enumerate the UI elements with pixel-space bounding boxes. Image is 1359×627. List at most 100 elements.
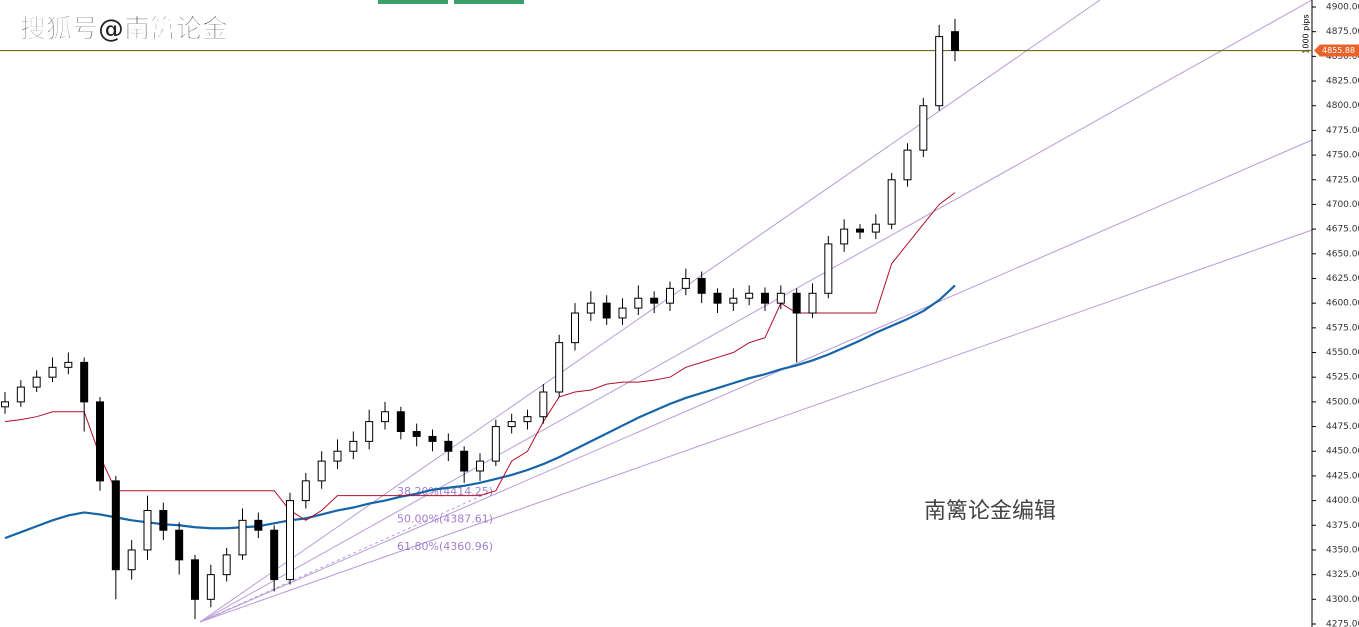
- y-tick-label: 4525.00: [1326, 373, 1359, 383]
- y-tick-label: 4400.00: [1326, 496, 1359, 506]
- y-tick-label: 4550.00: [1326, 348, 1359, 358]
- candle-body: [951, 31, 959, 52]
- last-price-tag: [1314, 44, 1359, 57]
- candle-body: [80, 361, 89, 403]
- y-tick-label: 4425.00: [1326, 471, 1359, 481]
- y-tick-label: 4275.00: [1326, 620, 1359, 627]
- fib-label: 50.00%(4387.61): [397, 513, 493, 526]
- candle-body: [460, 450, 469, 472]
- candle-body: [634, 297, 643, 309]
- candle-body: [571, 312, 579, 344]
- candle-body: [381, 411, 389, 423]
- candle-body: [1, 401, 9, 408]
- candle-body: [238, 519, 247, 556]
- last-price-label: 4855.88: [1322, 46, 1355, 55]
- candle-body: [491, 426, 500, 462]
- range-label: 1000 pips: [1302, 14, 1311, 53]
- candle-body: [650, 297, 659, 304]
- candle-body: [222, 554, 231, 576]
- y-tick-label: 4300.00: [1326, 595, 1359, 605]
- y-tick-label: 4450.00: [1326, 447, 1359, 457]
- candle-body: [301, 480, 310, 502]
- candle-body: [935, 36, 944, 107]
- candle-body: [476, 460, 484, 472]
- candle-body: [586, 302, 595, 314]
- y-tick-label: 4675.00: [1326, 225, 1359, 235]
- candle-body: [792, 292, 801, 314]
- candle-body: [365, 421, 374, 442]
- y-tick-label: 4850.00: [1326, 52, 1359, 62]
- candle-body: [64, 361, 73, 368]
- candle-body: [48, 366, 57, 378]
- candle-body: [286, 500, 294, 581]
- candle-body: [396, 411, 405, 432]
- candle-body: [32, 376, 41, 388]
- candle-body: [206, 574, 215, 600]
- editor-note: 南篱论金编辑: [924, 499, 1056, 524]
- candle-body: [729, 297, 738, 304]
- candle-body: [776, 292, 785, 304]
- y-tick-label: 4750.00: [1326, 151, 1359, 161]
- candle-body: [127, 549, 136, 571]
- fib-label: 38.20%(4414.25): [397, 485, 493, 498]
- candle-body: [824, 243, 833, 294]
- candle-body: [808, 292, 817, 314]
- fib-fan: [199, 0, 1313, 623]
- candle-body: [618, 307, 627, 319]
- y-tick-label: 4325.00: [1326, 570, 1359, 580]
- candle-body: [745, 292, 754, 299]
- candle-body: [697, 277, 706, 294]
- candle-body: [333, 450, 342, 462]
- y-tick-label: 4875.00: [1326, 27, 1359, 37]
- candle-body: [191, 559, 199, 600]
- candle-body: [761, 292, 769, 304]
- y-tick-label: 4500.00: [1326, 397, 1359, 407]
- candle-body: [871, 223, 880, 233]
- candle-body: [539, 391, 548, 418]
- y-tick-label: 4600.00: [1326, 299, 1359, 309]
- y-tick-label: 4700.00: [1326, 200, 1359, 210]
- y-tick-label: 4825.00: [1326, 77, 1359, 87]
- candle-body: [840, 228, 849, 245]
- candle-body: [903, 149, 912, 181]
- candle-body: [856, 228, 864, 233]
- candle-body: [317, 460, 326, 482]
- watermark: 搜狐号@南篱论金: [20, 14, 229, 45]
- candle-body: [111, 480, 120, 571]
- y-tick-label: 4775.00: [1326, 126, 1359, 136]
- candle-body: [444, 440, 453, 452]
- toolbar-button[interactable]: [378, 0, 448, 4]
- candle-body: [887, 179, 896, 225]
- y-tick-label: 4575.00: [1326, 323, 1359, 333]
- candle-body: [270, 529, 279, 581]
- candle-body: [254, 519, 263, 531]
- candle-body: [428, 435, 437, 442]
- candle-body: [159, 509, 168, 531]
- candle-body: [523, 416, 532, 423]
- candle-body: [175, 529, 184, 561]
- candle-body: [412, 430, 421, 437]
- toolbar-button[interactable]: [454, 0, 524, 4]
- y-tick-label: 4625.00: [1326, 274, 1359, 284]
- candle-body: [681, 277, 690, 289]
- candle-body: [349, 440, 358, 452]
- y-tick-label: 4375.00: [1326, 521, 1359, 531]
- candle-body: [16, 386, 25, 403]
- candle-body: [666, 287, 674, 304]
- y-tick-label: 4900.00: [1326, 3, 1359, 13]
- y-tick-label: 4475.00: [1326, 422, 1359, 432]
- candle-body: [713, 292, 722, 304]
- candle-body: [143, 509, 152, 551]
- candle-body: [507, 421, 516, 428]
- y-tick-label: 4725.00: [1326, 175, 1359, 185]
- candle-body: [602, 302, 611, 319]
- fib-label: 61.80%(4360.96): [397, 540, 493, 553]
- candle-body: [96, 401, 104, 482]
- y-tick-label: 4350.00: [1326, 545, 1359, 555]
- candle-body: [555, 342, 564, 393]
- y-tick-label: 4650.00: [1326, 249, 1359, 259]
- y-tick-label: 4800.00: [1326, 101, 1359, 111]
- candle-body: [919, 105, 928, 151]
